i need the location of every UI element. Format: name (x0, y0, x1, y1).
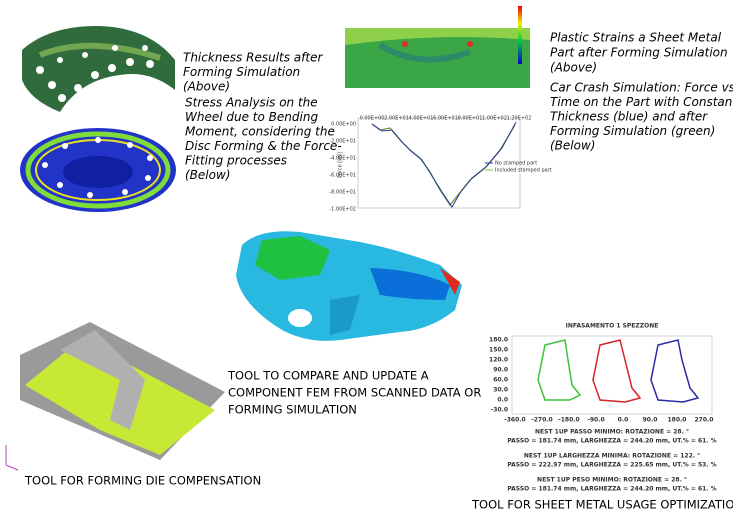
caption-line: Moment, considering the (185, 125, 335, 139)
x-tick-label: 8.00E+01 (458, 116, 483, 122)
x-tick-label: -180.0 (558, 417, 579, 424)
x-tick-label: -90.0 (587, 417, 604, 424)
result-line: PASSO = 222.97 mm, LARGHEZZA = 225.65 mm… (507, 462, 716, 469)
x-tick-label: -360.0 (504, 417, 525, 424)
result-line: NEST 1UP PASSO MINIMO: ROTAZIONE = 28. ° (535, 429, 689, 436)
nest-plot (511, 335, 713, 415)
x-tick-label: 0.0 (618, 417, 629, 424)
y-tick-label: 90.0 (493, 367, 508, 374)
x-tick-label: 270.0 (695, 417, 714, 424)
legend-label: Included stamped part (495, 168, 552, 174)
caption-line: (Above) (183, 80, 230, 94)
wheel-stress-image (20, 128, 176, 212)
y-tick-label: 60.0 (493, 377, 508, 384)
x-tick-label: 1.00E+02 (482, 116, 507, 122)
caption-line: Car Crash Simulation: Force vs. (550, 81, 733, 95)
nest-caption: TOOL FOR SHEET METAL USAGE OPTIMIZATION (471, 498, 733, 512)
x-tick-label: -270.0 (531, 417, 552, 424)
y-tick-label: -30.0 (491, 407, 508, 414)
caption-line: Wheel due to Bending (185, 110, 318, 124)
caption-line: Time on the Part with Constant (550, 95, 733, 109)
caption-line: COMPONENT FEM FROM SCANNED DATA OR (228, 386, 481, 400)
caption-line: Part after Forming Simulation (550, 46, 728, 60)
y-tick-label: 180.0 (489, 337, 508, 344)
y-tick-label: 150.0 (489, 347, 508, 354)
plot-title: INFASAMENTO 1 SPEZZONE (566, 323, 659, 330)
y-tick-label: -8.00E+01 (329, 190, 356, 196)
caption-line: Stress Analysis on the (185, 96, 318, 110)
crash-plot (357, 117, 521, 209)
x-tick-label: 4.00E+01 (409, 116, 434, 122)
y-tick-label: 120.0 (489, 357, 508, 364)
x-tick-label: 180.0 (668, 417, 687, 424)
caption-line: Disc Forming & the Force- (185, 139, 342, 153)
caption-line: (Above) (550, 61, 597, 75)
x-tick-label: 0.00E+00 (360, 116, 385, 122)
y-tick-label: 0.0 (497, 397, 508, 404)
legend-label: No stamped part (495, 161, 537, 167)
caption: TOOL FOR SHEET METAL USAGE OPTIMIZATION (471, 498, 733, 512)
crash-plot-labels: 0.00E+00 2.00E+01 4.00E+01 6.00E+01 8.00E+01… (329, 116, 551, 213)
caption-line: (Below) (185, 168, 230, 182)
caption-line: Forming Simulation (green) (550, 124, 715, 138)
y-tick-label: -1.00E+02 (329, 207, 356, 213)
result-line: NEST 1UP PESO MINIMO: ROTAZIONE = 28. ° (537, 477, 687, 484)
x-tick-label: 2.00E+01 (384, 116, 409, 122)
y-tick-label: 30.0 (493, 387, 508, 394)
caption-line: Forming Simulation (183, 65, 300, 79)
caption-line: Plastic Strains a Sheet Metal (550, 31, 722, 45)
die-caption: TOOL FOR FORMING DIE COMPENSATION (24, 474, 261, 488)
caption-line: TOOL TO COMPARE AND UPDATE A (227, 369, 429, 383)
caption-line: Thickness Results after (183, 51, 323, 65)
y-tick-label: 0.00E+00 (331, 122, 356, 128)
caption-line: Thickness (blue) and after (550, 110, 708, 124)
caption-line: FORMING SIMULATION (228, 403, 357, 417)
nest-plot-labels: INFASAMENTO 1 SPEZZONE 180.0 150.0 120.0 90.… (489, 323, 717, 493)
y-tick-label: -6.00E+01 (329, 173, 356, 179)
result-line: NEST 1UP LARGHEZZA MINIMA: ROTAZIONE = 1… (524, 453, 700, 460)
y-tick-label: -4.00E+01 (329, 156, 356, 162)
y-axis-label: Force [kN] (338, 152, 344, 178)
fem-caption: TOOL TO COMPARE AND UPDATE A COMPONENT FE… (227, 369, 481, 417)
caption-line: (Below) (550, 139, 595, 153)
result-line: PASSO = 181.74 mm, LARGHEZZA = 244.20 mm… (507, 438, 716, 445)
result-line: PASSO = 181.74 mm, LARGHEZZA = 244.20 mm… (507, 486, 716, 493)
y-tick-label: -2.00E+01 (329, 139, 356, 145)
car-part-image (236, 231, 462, 341)
x-tick-label: 6.00E+01 (433, 116, 458, 122)
plastic-strain-image (345, 6, 530, 88)
x-tick-label: 90.0 (643, 417, 658, 424)
x-tick-label: 1.20E+02 (507, 116, 532, 122)
wheel-thickness-image (22, 25, 175, 112)
die-image (5, 322, 225, 471)
caption: TOOL FOR FORMING DIE COMPENSATION (24, 474, 261, 488)
caption-line: Fitting processes (185, 154, 287, 168)
